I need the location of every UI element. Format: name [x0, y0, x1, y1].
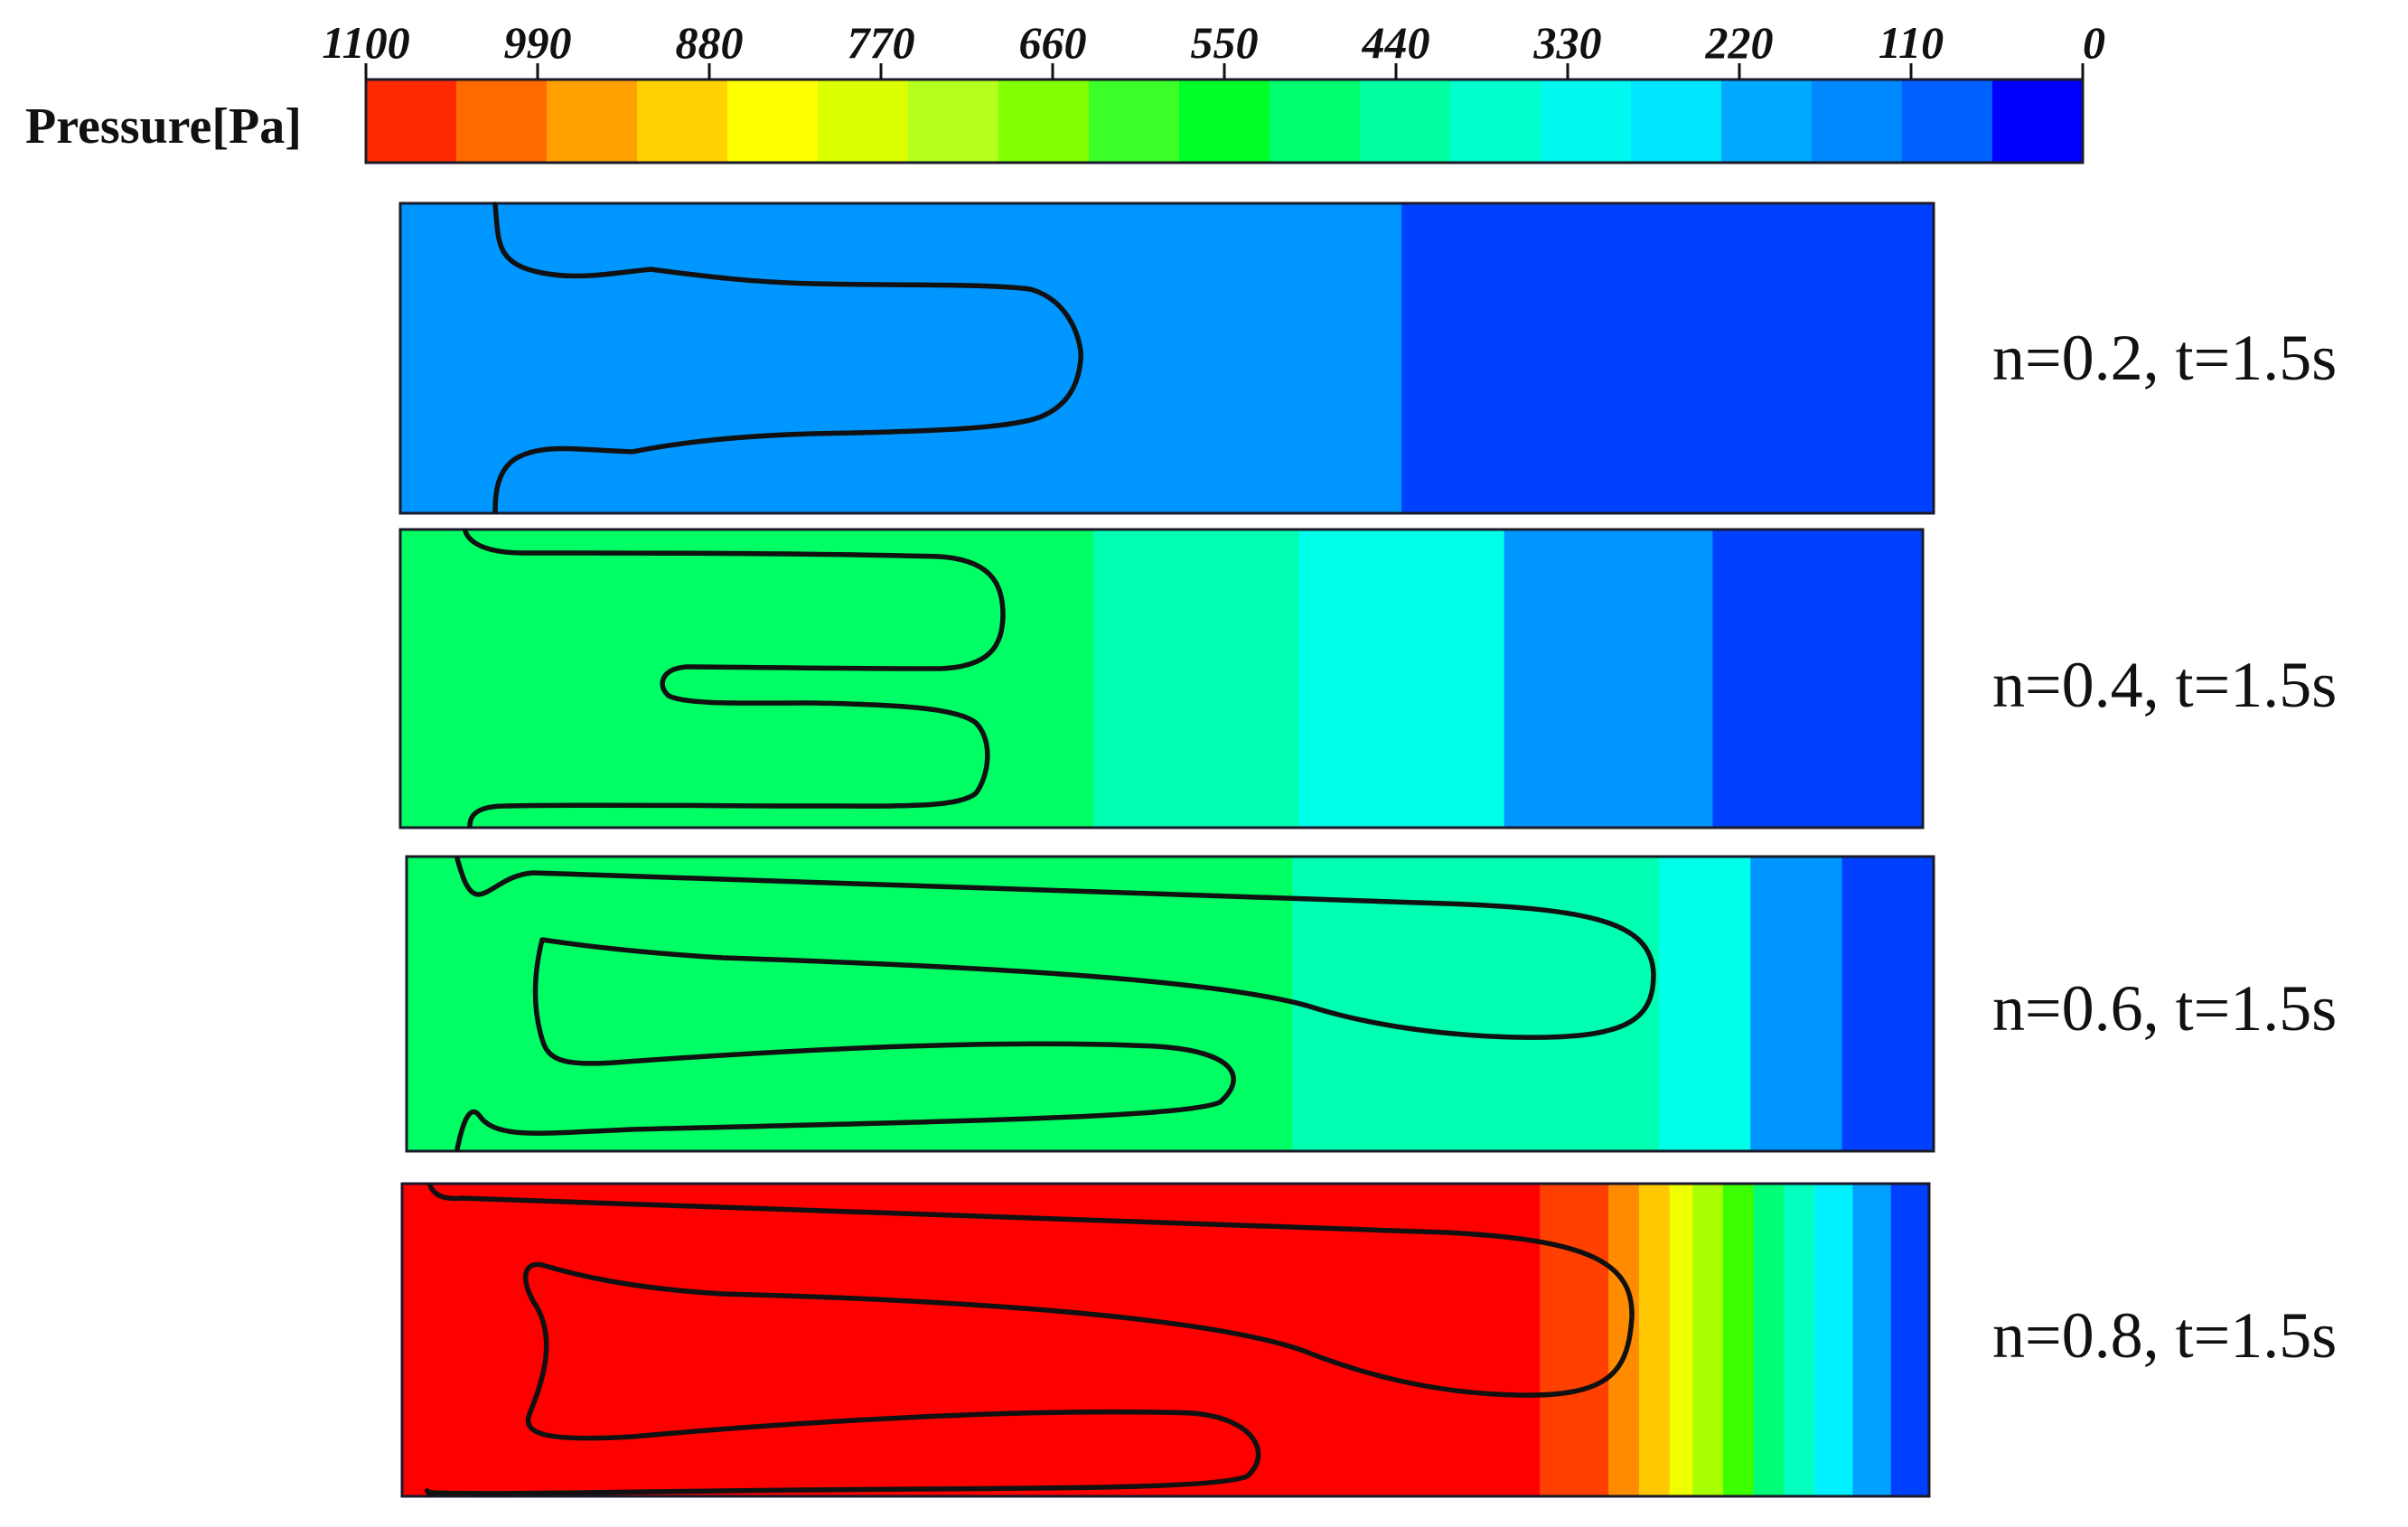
pressure-bands	[402, 1184, 1930, 1496]
legend-colorbar	[366, 80, 2084, 163]
pressure-band	[1814, 1184, 1854, 1496]
panel-frame	[405, 855, 1935, 1153]
legend-swatch	[1541, 80, 1632, 163]
panel-label: n=0.4, t=1.5s	[1992, 649, 2337, 721]
legend-swatch	[456, 80, 548, 163]
legend-swatch	[637, 80, 728, 163]
pressure-legend: Pressure[Pa] 1100 990 880 770 660 550 440 330 22…	[25, 17, 2105, 164]
legend-tick-label: 220	[1705, 17, 1774, 68]
legend-title: Pressure[Pa]	[25, 98, 302, 155]
contour-panel-n08: n=0.8, t=1.5s	[400, 1182, 2337, 1498]
legend-swatch	[1721, 80, 1813, 163]
legend-swatch	[727, 80, 819, 163]
interface-contour	[463, 529, 1006, 829]
legend-swatch	[998, 80, 1090, 163]
pressure-band	[1722, 1184, 1755, 1496]
pressure-band	[1092, 529, 1299, 828]
legend-swatch	[1360, 80, 1451, 163]
pressure-band	[400, 203, 1402, 513]
legend-swatch	[908, 80, 999, 163]
legend-tick-label: 550	[1191, 17, 1259, 68]
legend-swatch	[1631, 80, 1722, 163]
interface-contour	[424, 1183, 1635, 1497]
pressure-band	[1298, 529, 1505, 828]
pressure-band	[1504, 529, 1714, 828]
legend-tick-label: 990	[504, 17, 572, 68]
legend-swatch	[1992, 80, 2084, 163]
contour-panel-n02: n=0.2, t=1.5s	[398, 201, 2337, 515]
legend-swatch	[1902, 80, 1993, 163]
pressure-bands	[407, 857, 1935, 1151]
pressure-band	[1712, 529, 1924, 828]
legend-tick-label: 1100	[322, 17, 409, 68]
legend-swatch	[1089, 80, 1180, 163]
pressure-band	[407, 857, 1293, 1151]
pressure-band	[1658, 857, 1751, 1151]
panel-label: n=0.8, t=1.5s	[1992, 1299, 2337, 1372]
legend-tick-label: 440	[1362, 17, 1430, 68]
pressure-band	[400, 529, 1094, 828]
legend-tick-label: 110	[1879, 17, 1944, 68]
pressure-band	[1401, 203, 1935, 513]
pressure-band	[1750, 857, 1843, 1151]
panel-label: n=0.2, t=1.5s	[1992, 322, 2337, 394]
interface-contour	[492, 201, 1083, 514]
interface-contour	[454, 856, 1656, 1152]
legend-tick-label: 0	[2083, 17, 2105, 68]
pressure-band	[402, 1184, 1541, 1496]
panel-frame	[398, 201, 1935, 515]
legend-swatch	[1270, 80, 1361, 163]
pressure-band	[1540, 1184, 1609, 1496]
legend-swatch	[1179, 80, 1270, 163]
legend-swatch	[547, 80, 638, 163]
panel-label: n=0.6, t=1.5s	[1992, 972, 2337, 1045]
pressure-band	[1608, 1184, 1640, 1496]
pressure-band	[1692, 1184, 1724, 1496]
pressure-band	[1638, 1184, 1671, 1496]
panel-frame	[398, 528, 1925, 829]
legend-tick-label: 770	[848, 17, 915, 68]
pressure-band	[1784, 1184, 1816, 1496]
pressure-band	[1841, 857, 1935, 1151]
legend-swatch	[818, 80, 909, 163]
panel-frame	[400, 1182, 1931, 1498]
pressure-band	[1890, 1184, 1930, 1496]
legend-tick-label: 660	[1019, 17, 1087, 68]
pressure-bands	[400, 529, 1924, 828]
legend-tick-label: 880	[676, 17, 744, 68]
legend-ticks: 1100 990 880 770 660 550 440 330 220 110 0	[322, 17, 2105, 80]
contour-panel-n06: n=0.6, t=1.5s	[405, 855, 2337, 1153]
legend-swatch	[1450, 80, 1541, 163]
legend-swatch	[366, 80, 457, 163]
contour-panel-n04: n=0.4, t=1.5s	[398, 528, 2337, 829]
pressure-band	[1852, 1184, 1892, 1496]
pressure-band	[1753, 1184, 1785, 1496]
legend-tick-label: 330	[1533, 17, 1602, 68]
pressure-band	[1669, 1184, 1693, 1496]
pressure-bands	[400, 203, 1935, 513]
legend-swatch	[1812, 80, 1903, 163]
